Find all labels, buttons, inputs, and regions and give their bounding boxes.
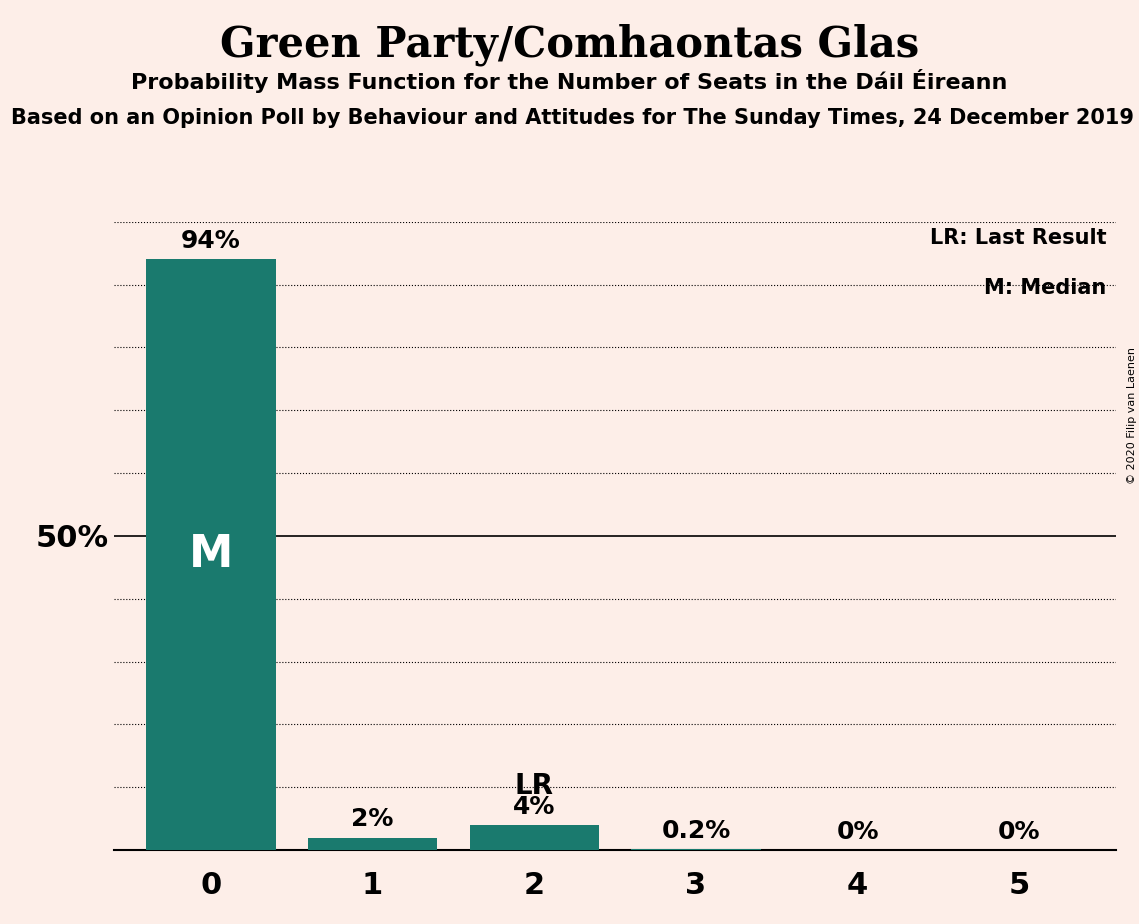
Bar [146, 260, 276, 850]
Text: LR: Last Result: LR: Last Result [929, 228, 1106, 248]
Text: 0%: 0% [998, 820, 1040, 844]
Text: Based on an Opinion Poll by Behaviour and Attitudes for The Sunday Times, 24 Dec: Based on an Opinion Poll by Behaviour an… [11, 108, 1134, 128]
Text: 0%: 0% [836, 820, 879, 844]
Text: 4%: 4% [513, 795, 556, 819]
Bar [308, 837, 437, 850]
Text: Probability Mass Function for the Number of Seats in the Dáil Éireann: Probability Mass Function for the Number… [131, 69, 1008, 93]
Text: 94%: 94% [181, 229, 240, 253]
Text: © 2020 Filip van Laenen: © 2020 Filip van Laenen [1126, 347, 1137, 484]
Text: 0.2%: 0.2% [662, 819, 730, 843]
Text: M: Median: M: Median [984, 278, 1106, 298]
Text: 2%: 2% [351, 808, 394, 832]
Bar [469, 825, 599, 850]
Text: M: M [189, 533, 233, 577]
Text: Green Party/Comhaontas Glas: Green Party/Comhaontas Glas [220, 23, 919, 66]
Text: LR: LR [515, 772, 554, 800]
Bar [631, 849, 761, 850]
